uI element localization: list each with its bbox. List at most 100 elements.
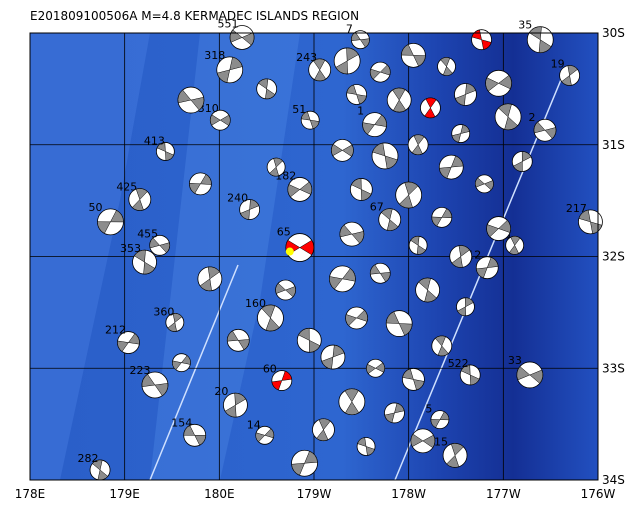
focal-mechanism: [271, 370, 293, 391]
focal-mechanism: [349, 178, 373, 201]
beachball-compression: [335, 47, 359, 75]
beachball-compression: [313, 58, 327, 82]
beachball-compression: [399, 181, 419, 209]
focal-mechanism: [366, 358, 385, 378]
beachball-compression: [316, 418, 331, 441]
beachball-compression: [287, 181, 313, 198]
focal-mechanism: [291, 449, 318, 477]
beachball-compression: [434, 335, 449, 357]
event-label: 551: [218, 17, 239, 30]
focal-mechanism: [239, 199, 261, 220]
beachball-compression: [392, 87, 407, 113]
focal-mechanism: [371, 142, 399, 170]
event-label: 360: [153, 305, 174, 318]
x-tick-label: 179W: [297, 487, 332, 501]
beachball-compression: [362, 114, 387, 135]
beachball-compression: [385, 311, 413, 336]
focal-mechanism: [385, 310, 413, 337]
focal-mechanism: [511, 151, 533, 172]
beachball-compression: [133, 249, 156, 275]
event-label: 1: [357, 105, 364, 118]
beachball-compression: [460, 364, 480, 386]
focal-mechanism: [494, 103, 522, 131]
focal-mechanism: [407, 134, 429, 156]
beachball-compression: [476, 257, 499, 279]
focal-mechanism: [438, 154, 464, 180]
beachball-compression: [240, 199, 260, 220]
focal-mechanism: [430, 410, 450, 430]
beachball-compression: [446, 443, 464, 468]
beachball-compression: [351, 178, 372, 201]
beachball-compression: [117, 333, 140, 352]
beachball-compression: [339, 224, 365, 244]
y-tick-label: 33S: [602, 361, 625, 375]
x-tick-label: 176W: [581, 487, 616, 501]
focal-mechanism: [128, 188, 152, 211]
beachball-compression: [384, 402, 405, 423]
beachball-compression: [346, 84, 367, 105]
beachball-compression: [275, 282, 296, 298]
focal-mechanism: [378, 208, 402, 232]
beachball-compression: [269, 157, 284, 177]
beachball-compression: [451, 245, 470, 268]
event-label: 160: [245, 297, 266, 310]
beachball-compression: [451, 124, 470, 143]
beachball-compression: [370, 64, 391, 80]
focal-mechanism: [431, 206, 453, 228]
event-label: 455: [137, 227, 158, 240]
focal-mechanism: [350, 30, 370, 50]
beachball-compression: [97, 209, 124, 234]
beachball-compression: [401, 44, 426, 67]
focal-mechanism: [266, 157, 286, 177]
beachball-compression: [149, 237, 170, 254]
beachball-compression: [498, 103, 519, 131]
focal-mechanism: [97, 208, 124, 236]
beachball-compression: [321, 344, 345, 370]
event-label: 522: [448, 357, 469, 370]
focal-mechanism: [454, 83, 477, 106]
focal-mechanism: [132, 249, 157, 275]
focal-mechanism: [485, 69, 513, 97]
focal-mechanism: [339, 221, 365, 247]
event-label: 5: [425, 403, 432, 416]
focal-mechanism: [172, 353, 191, 373]
beachball-compression: [177, 89, 205, 111]
beachball-compression: [381, 208, 399, 231]
beachball-compression: [366, 362, 385, 374]
focal-mechanism: [328, 265, 356, 293]
beachball-compression: [301, 111, 320, 130]
focal-mechanism: [459, 364, 481, 386]
event-label: 2: [528, 111, 535, 124]
focal-mechanism: [256, 78, 278, 100]
event-label: 60: [263, 363, 277, 376]
beachball-compression: [210, 114, 231, 126]
beachball-compression: [508, 236, 521, 255]
event-label: 353: [120, 242, 141, 255]
focal-mechanism: [209, 109, 231, 131]
focal-mechanism: [408, 235, 428, 255]
focal-mechanism: [320, 344, 346, 370]
focal-mechanism: [308, 58, 332, 82]
y-tick-label: 30S: [602, 26, 625, 40]
event-label: 154: [171, 416, 192, 429]
event-label: 240: [227, 192, 248, 205]
frame: [29, 32, 599, 481]
focal-mechanism: [149, 234, 171, 256]
focal-mechanism: [400, 42, 426, 68]
focal-mechanism: [505, 235, 525, 255]
focal-mechanism: [155, 142, 175, 161]
focal-mechanism: [197, 266, 223, 292]
beachball-compression: [439, 155, 464, 179]
focal-mechanism: [296, 327, 322, 353]
event-label: 282: [78, 452, 99, 465]
beachball-compression: [516, 366, 544, 384]
beachball-compression: [331, 143, 354, 157]
beachball-compression: [141, 373, 169, 397]
beachball-compression: [410, 433, 436, 449]
beachball-compression: [345, 309, 368, 327]
beachball-compression: [410, 236, 426, 255]
beachball-compression: [167, 313, 183, 332]
focal-mechanism: [345, 306, 369, 330]
x-tick-label: 179E: [109, 487, 140, 501]
focal-mechanism: [188, 172, 212, 196]
